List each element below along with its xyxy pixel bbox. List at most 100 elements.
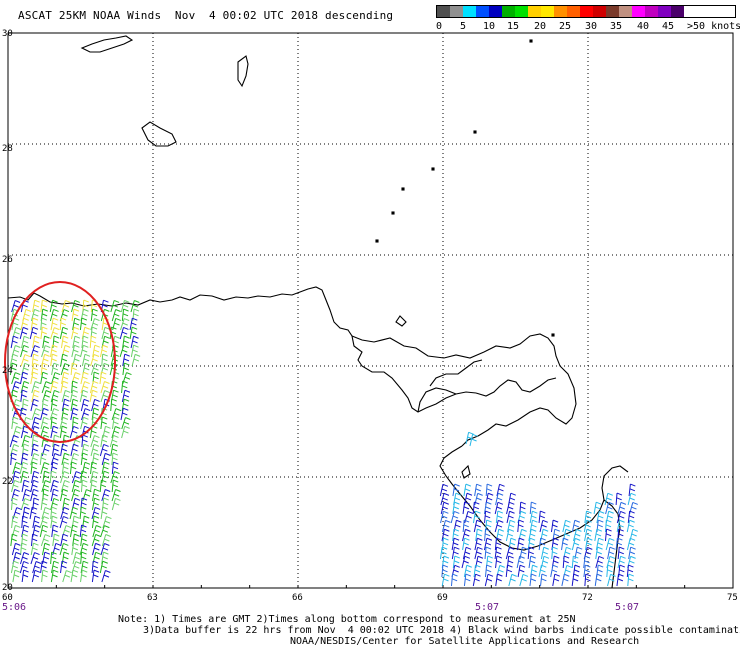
wind-barb	[89, 479, 98, 493]
legend-swatch	[450, 6, 463, 17]
wind-barb	[80, 533, 88, 547]
wind-barb	[79, 506, 87, 520]
wind-barb	[111, 489, 121, 502]
wind-barb	[40, 534, 51, 547]
wind-barb	[629, 501, 638, 515]
wind-barb	[484, 564, 492, 578]
wind-barb	[616, 510, 626, 524]
wind-barb	[441, 519, 451, 533]
wind-barb	[90, 354, 100, 367]
wind-barb	[111, 497, 121, 511]
wind-barb	[101, 551, 109, 565]
time-label-west: 5:06	[2, 602, 26, 613]
wind-barb	[474, 546, 483, 560]
wind-barb	[41, 381, 52, 394]
wind-barb	[12, 461, 22, 475]
swath-time-labels: 5:06 5:07 5:07	[2, 602, 639, 613]
wind-barb	[505, 528, 515, 542]
wind-barb	[527, 546, 535, 560]
wind-barb	[40, 299, 48, 313]
wind-barb	[80, 452, 88, 466]
wind-barb	[91, 506, 101, 520]
time-label-mid: 5:07	[475, 602, 499, 613]
wind-barb	[81, 335, 89, 349]
wind-barb	[594, 528, 603, 542]
wind-barb	[40, 497, 48, 511]
wind-barb	[69, 389, 78, 403]
wind-barb	[80, 416, 89, 430]
wind-barb	[32, 524, 41, 538]
wind-barb	[538, 564, 547, 578]
wind-barb	[59, 515, 69, 529]
wind-barb	[21, 335, 30, 349]
wind-barb	[61, 551, 70, 565]
wind-barb	[112, 416, 120, 430]
wind-barb	[69, 461, 77, 475]
legend-color-bar	[436, 5, 736, 18]
wind-barb	[627, 492, 637, 506]
wind-barb	[40, 371, 48, 385]
lat-label-24: 24	[2, 366, 13, 376]
wind-barb	[80, 479, 88, 493]
wind-barb	[121, 308, 129, 322]
wind-barb	[90, 435, 100, 448]
wind-barb	[462, 537, 470, 551]
legend-swatch	[515, 6, 528, 17]
wind-barb	[628, 483, 636, 497]
legend-swatch	[671, 6, 684, 17]
wind-barb	[519, 573, 529, 587]
wind-barb	[584, 528, 593, 542]
wind-barb	[100, 525, 110, 538]
wind-barb	[50, 389, 60, 403]
wind-barb	[99, 479, 107, 493]
wind-barb	[584, 510, 592, 524]
wind-barb	[469, 433, 478, 447]
wind-barb	[52, 533, 60, 547]
wind-barb	[30, 453, 40, 466]
wind-barb	[11, 515, 19, 529]
wind-barb	[10, 479, 20, 493]
wind-barb	[89, 389, 98, 403]
wind-barb	[101, 452, 111, 466]
wind-barb	[628, 546, 636, 560]
wind-barb	[30, 533, 38, 547]
lat-label-28: 28	[2, 144, 13, 154]
wind-barb	[80, 371, 89, 385]
wind-barb	[539, 519, 548, 533]
wind-barb	[475, 555, 484, 569]
wind-barb	[50, 506, 58, 520]
wind-barb	[79, 317, 88, 331]
wind-barb	[50, 515, 58, 529]
wind-barb	[11, 300, 21, 313]
wind-barb	[71, 344, 80, 358]
legend-swatch	[502, 6, 515, 17]
wind-barb	[41, 345, 51, 358]
wind-barb	[41, 506, 51, 520]
wind-barb	[626, 519, 635, 533]
legend-label-5: 5	[460, 21, 467, 32]
wind-barb	[120, 299, 130, 313]
legend-label-50-knots: >50 knots	[687, 21, 740, 32]
wind-barb	[41, 398, 49, 412]
wind-barb	[485, 483, 493, 497]
wind-barb	[517, 564, 526, 578]
wind-barb	[39, 452, 47, 466]
legend-label-45: 45	[662, 21, 675, 32]
wind-barb	[101, 461, 110, 475]
wind-barb	[464, 510, 474, 524]
wind-barb	[583, 519, 592, 533]
wind-barb	[19, 552, 30, 565]
coast-segment	[475, 377, 557, 397]
wind-barb	[70, 452, 79, 466]
island-dot	[431, 167, 435, 171]
wind-barb	[100, 434, 108, 448]
legend-swatch	[619, 6, 632, 17]
wind-barb	[80, 381, 90, 394]
wind-barb	[452, 555, 460, 569]
wind-barb	[475, 528, 483, 542]
wind-barb	[571, 519, 580, 533]
wind-barb	[9, 362, 18, 376]
wind-barb	[462, 546, 472, 560]
wind-barb	[473, 519, 482, 533]
wind-barb	[483, 537, 493, 551]
